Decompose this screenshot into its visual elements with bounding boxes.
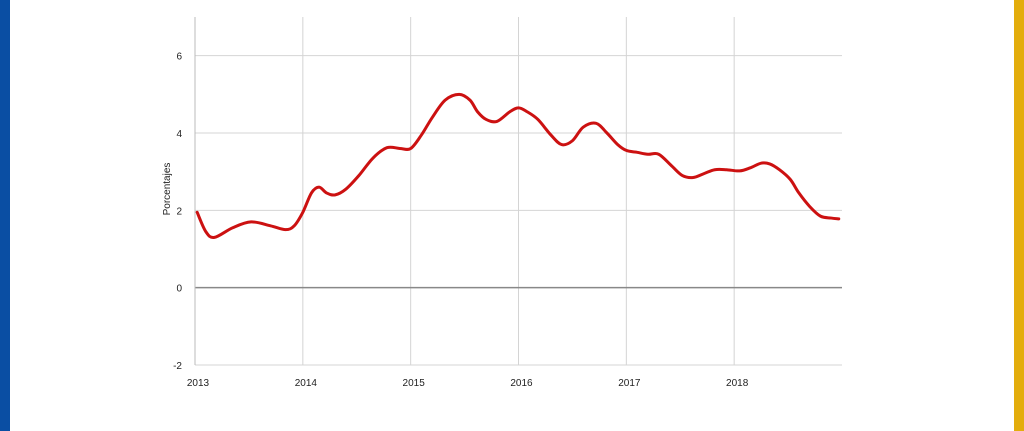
data-point: [250, 221, 251, 222]
series-group: [195, 92, 841, 240]
data-point: [399, 148, 400, 149]
x-tick-label: 2013: [187, 378, 210, 389]
data-point: [583, 127, 584, 128]
x-tick-label: 2014: [295, 378, 318, 389]
data-point: [372, 158, 373, 159]
data-point: [617, 144, 618, 145]
data-point: [477, 111, 478, 112]
data-point: [445, 100, 446, 101]
data-point: [432, 117, 433, 118]
data-point: [302, 212, 303, 213]
y-tick-label: 4: [176, 129, 182, 140]
grid-lines: [195, 17, 842, 366]
data-point: [294, 225, 295, 226]
data-point: [214, 237, 215, 238]
data-point: [561, 144, 562, 145]
data-point: [486, 119, 487, 120]
data-point: [596, 123, 597, 124]
data-point: [820, 216, 821, 217]
data-point: [726, 169, 727, 170]
data-point: [626, 150, 627, 151]
x-tick-labels: 2013 2014 2015 2016 2017 2018: [187, 378, 749, 389]
data-point: [779, 169, 780, 170]
data-point: [421, 134, 422, 135]
data-point: [647, 154, 648, 155]
data-point: [831, 217, 832, 218]
data-point: [459, 94, 460, 95]
data-point: [790, 179, 791, 180]
data-point: [658, 154, 659, 155]
data-point: [537, 119, 538, 120]
data-point: [509, 111, 510, 112]
data-point: [809, 206, 810, 207]
left-accent-bar: [0, 0, 10, 431]
data-point: [682, 175, 683, 176]
data-point: [703, 173, 704, 174]
y-tick-label: -2: [173, 361, 182, 372]
data-point: [518, 107, 519, 108]
data-point: [345, 188, 346, 189]
data-point: [750, 167, 751, 168]
y-tick-label: 0: [176, 284, 182, 295]
data-point: [769, 163, 770, 164]
x-tick-label: 2018: [726, 378, 749, 389]
data-point: [550, 134, 551, 135]
x-tick-label: 2017: [618, 378, 641, 389]
y-tick-labels: -2 0 2 4 6: [173, 52, 182, 372]
data-point: [714, 169, 715, 170]
data-point: [318, 187, 319, 188]
data-point: [335, 194, 336, 195]
data-point: [798, 192, 799, 193]
data-point: [270, 225, 271, 226]
x-tick-label: 2015: [403, 378, 426, 389]
data-point: [197, 212, 198, 213]
data-point: [205, 231, 206, 232]
data-point: [285, 229, 286, 230]
data-point: [527, 111, 528, 112]
y-tick-label: 2: [176, 206, 182, 217]
data-point: [637, 152, 638, 153]
data-point: [693, 177, 694, 178]
y-axis-label: Porcentajes: [162, 163, 173, 216]
data-point: [606, 132, 607, 133]
data-point: [358, 175, 359, 176]
data-point: [761, 163, 762, 164]
data-point: [232, 227, 233, 228]
data-point: [469, 100, 470, 101]
data-point: [838, 218, 839, 219]
data-point: [410, 148, 411, 149]
series-line: [195, 92, 841, 240]
data-point: [739, 170, 740, 171]
x-tick-label: 2016: [510, 378, 533, 389]
y-tick-label: 6: [176, 52, 182, 63]
data-point: [311, 192, 312, 193]
data-point: [572, 140, 573, 141]
data-point: [326, 192, 327, 193]
data-point: [496, 121, 497, 122]
data-point: [671, 165, 672, 166]
right-accent-bar: [1014, 0, 1024, 431]
data-point: [386, 147, 387, 148]
